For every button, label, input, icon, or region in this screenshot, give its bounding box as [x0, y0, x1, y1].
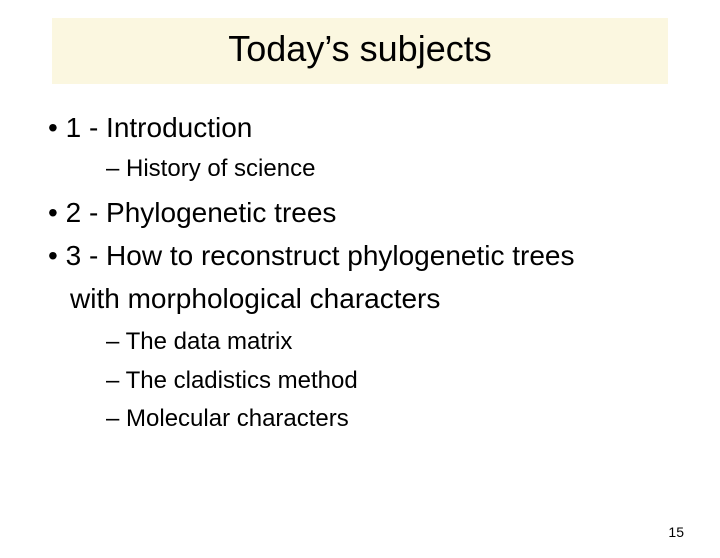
- title-box: Today’s subjects: [52, 18, 668, 84]
- subbullet-cladistics: The cladistics method: [40, 365, 680, 397]
- page-number: 15: [668, 524, 684, 540]
- bullet-reconstruct-l1: 3 - How to reconstruct phylogenetic tree…: [40, 238, 680, 273]
- slide-title: Today’s subjects: [52, 28, 668, 70]
- bullet-reconstruct-l2: with morphological characters: [40, 281, 680, 316]
- bullet-phylo-trees: 2 - Phylogenetic trees: [40, 195, 680, 230]
- subbullet-data-matrix: The data matrix: [40, 326, 680, 358]
- bullet-introduction: 1 - Introduction: [40, 110, 680, 145]
- subbullet-history: History of science: [40, 153, 680, 185]
- slide-content: 1 - Introduction History of science 2 - …: [0, 110, 720, 436]
- subbullet-molecular: Molecular characters: [40, 403, 680, 435]
